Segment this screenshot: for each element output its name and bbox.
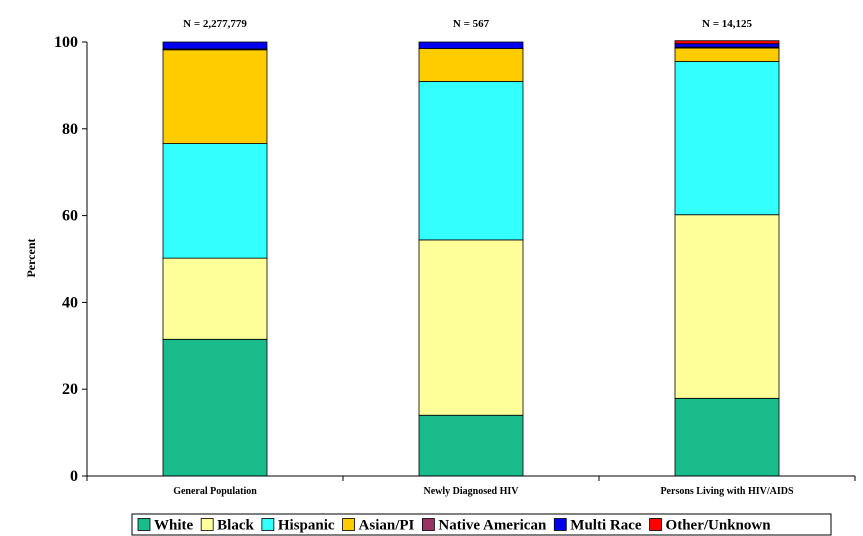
legend-label: White [154, 518, 194, 534]
bar-segment-white [162, 338, 268, 477]
bar-segment-white [674, 397, 780, 477]
bar-segment-multi-race [674, 43, 780, 48]
y-tick-label: 0 [70, 468, 78, 485]
legend-swatch [649, 518, 662, 531]
n-annotation: N = 2,277,779 [183, 18, 247, 30]
n-annotation: N = 14,125 [702, 18, 752, 30]
y-axis-label: Percent [24, 238, 38, 277]
legend-label: Other/Unknown [666, 518, 772, 534]
bar-segment-hispanic [674, 61, 780, 216]
legend-swatch [553, 518, 567, 531]
legend-swatch [200, 518, 214, 531]
y-tick-label: 80 [62, 121, 78, 138]
bar-segment-black [674, 214, 780, 399]
x-tick-label: General Population [173, 486, 257, 497]
y-tick-label: 60 [62, 208, 78, 225]
bar-segment-multi-race [418, 41, 524, 49]
legend-label: Native American [438, 518, 547, 534]
x-tick-label: Newly Diagnosed HIV [423, 486, 519, 497]
legend-label: Black [217, 518, 254, 534]
bar-segment-other-unknown [674, 40, 780, 45]
bar-segment-hispanic [418, 81, 524, 241]
legend-swatch [342, 518, 355, 531]
bar-segment-multi-race [162, 41, 268, 50]
bar-segment-hispanic [162, 143, 268, 259]
x-axis: General Population Newly Diagnosed HIV Per… [86, 475, 856, 497]
bar-segment-black [418, 239, 524, 416]
bar-segment-black [162, 257, 268, 340]
legend-label: Hispanic [278, 518, 335, 534]
bar-segment-asian-pi [674, 47, 780, 62]
y-tick-label: 20 [62, 381, 78, 398]
legend-swatch [261, 518, 275, 531]
y-tick-label: 40 [62, 294, 78, 311]
legend-swatch [137, 518, 151, 531]
bar-segment-white [418, 414, 524, 477]
y-axis: 0 20 40 60 80 100 [54, 34, 88, 485]
legend-label: Asian/PI [359, 518, 415, 534]
x-tick-label: Persons Living with HIV/AIDS [660, 486, 794, 497]
bar-segment-asian-pi [162, 49, 268, 144]
n-annotation: N = 567 [453, 18, 490, 30]
legend: White Black Hispanic Asian/PI Native America… [131, 513, 832, 536]
bar-segment-asian-pi [418, 48, 524, 82]
legend-label: Multi Race [570, 518, 642, 534]
y-tick-label: 100 [54, 34, 78, 51]
bars: N = 2,277,779 N = 567 N = 14,125 [162, 18, 780, 477]
legend-swatch [422, 518, 435, 531]
